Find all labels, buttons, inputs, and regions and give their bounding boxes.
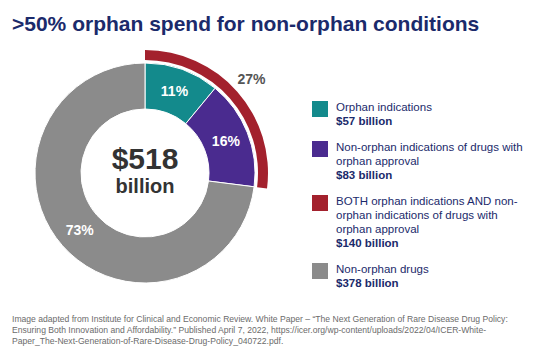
html-text:$57 billion: $57 billion xyxy=(336,115,393,127)
html-text:$83 billion: $83 billion xyxy=(336,169,393,181)
html-text:>50% orphan spend for non-orph: >50% orphan spend for non-orphan conditi… xyxy=(12,12,480,35)
svg-text:billion: billion xyxy=(116,175,175,197)
html-text:Orphan indications: Orphan indications xyxy=(336,101,432,113)
svg-text:16%: 16% xyxy=(212,133,241,149)
svg-text:11%: 11% xyxy=(161,83,189,99)
html-text:Image adapted from Institute f: Image adapted from Institute for Clinica… xyxy=(12,314,508,346)
html-text:$378 billion: $378 billion xyxy=(336,277,399,289)
html-text:$140 billion: $140 billion xyxy=(336,237,399,249)
html-text:BOTH orphan indications AND no: BOTH orphan indications AND non-orphan i… xyxy=(336,195,518,235)
html-text:Non-orphan indications of drug: Non-orphan indications of drugs with orp… xyxy=(336,141,523,167)
html-text:Non-orphan drugs: Non-orphan drugs xyxy=(336,263,429,275)
svg-text:$518: $518 xyxy=(112,142,179,175)
svg-text:73%: 73% xyxy=(66,222,95,238)
svg-text:27%: 27% xyxy=(238,71,267,87)
